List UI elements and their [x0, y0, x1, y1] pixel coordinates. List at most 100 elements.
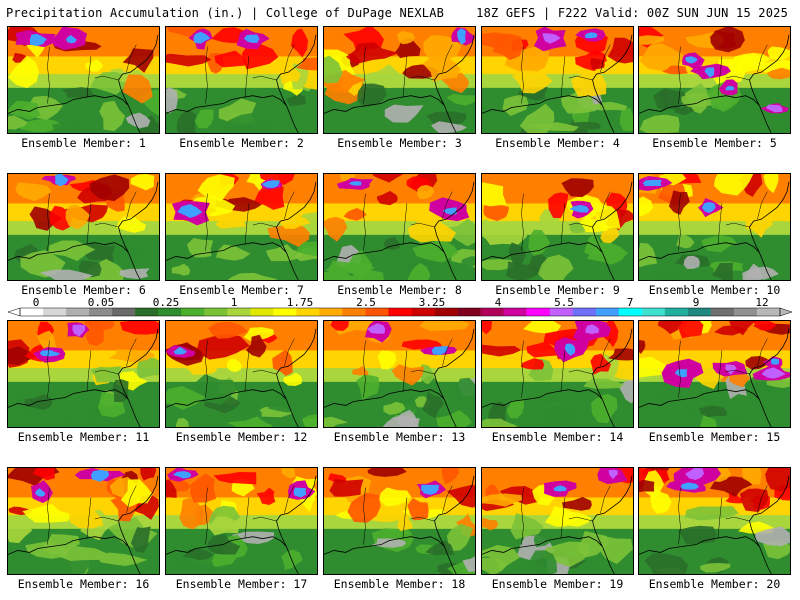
- colorbar-tick-label: 1: [230, 296, 238, 309]
- precip-map: [482, 321, 633, 427]
- coastline: [482, 475, 633, 574]
- state-borders: [205, 44, 295, 104]
- colorbar-swatch: [20, 308, 44, 316]
- coastline: [166, 475, 317, 574]
- colorbar-tick-label: 0.05: [87, 296, 115, 309]
- precip-map: [8, 174, 159, 280]
- colorbar-tick-label: 2.5: [356, 296, 376, 309]
- ensemble-member-label: Ensemble Member: 6: [21, 283, 146, 297]
- precip-map: [639, 468, 790, 574]
- colorbar-swatch: [572, 308, 597, 316]
- state-borders: [47, 44, 137, 104]
- ensemble-member-label: Ensemble Member: 17: [175, 577, 308, 591]
- colorbar-swatch: [112, 308, 136, 316]
- colorbar-tick-label: 0.25: [152, 296, 180, 309]
- ensemble-panel-17: [165, 467, 318, 575]
- colorbar-tick-label: 4: [494, 296, 502, 309]
- ensemble-panel-16: [7, 467, 160, 575]
- colorbar-tick-label: 12: [755, 296, 769, 309]
- colorbar-swatch: [503, 308, 527, 316]
- precip-map: [166, 321, 317, 427]
- ensemble-member-label: Ensemble Member: 5: [652, 136, 777, 150]
- precip-map: [166, 468, 317, 574]
- precip-map: [324, 468, 475, 574]
- state-borders: [521, 485, 611, 545]
- precip-map: [166, 27, 317, 133]
- ensemble-panel-3: [323, 26, 476, 134]
- colorbar-tick-label: 5.5: [554, 296, 574, 309]
- ensemble-member-label: Ensemble Member: 12: [175, 430, 308, 444]
- ensemble-member-label: Ensemble Member: 18: [333, 577, 466, 591]
- ensemble-member-label: Ensemble Member: 3: [337, 136, 462, 150]
- colorbar-swatch: [411, 308, 435, 316]
- ensemble-member-label: Ensemble Member: 9: [495, 283, 620, 297]
- colorbar-swatch: [687, 308, 712, 316]
- precip-map: [8, 27, 159, 133]
- colorbar-swatch: [595, 308, 620, 316]
- state-borders: [521, 338, 611, 398]
- ensemble-panel-14: [481, 320, 634, 428]
- state-borders: [678, 338, 768, 398]
- ensemble-panel-6: [7, 173, 160, 281]
- precip-map: [324, 321, 475, 427]
- coastline: [8, 34, 159, 133]
- state-borders: [678, 485, 768, 545]
- ensemble-panel-12: [165, 320, 318, 428]
- ensemble-member-label: Ensemble Member: 16: [17, 577, 150, 591]
- precip-map: [8, 321, 159, 427]
- colorbar-right-arrow: [779, 307, 792, 317]
- colorbar-swatch: [342, 308, 366, 316]
- colorbar-swatch: [250, 308, 274, 316]
- colorbar-swatch: [434, 308, 458, 316]
- colorbar-swatch: [43, 308, 67, 316]
- colorbar-swatch: [756, 308, 781, 316]
- coastline: [166, 328, 317, 427]
- ensemble-panel-4: [481, 26, 634, 134]
- precip-map: [639, 27, 790, 133]
- ensemble-member-label: Ensemble Member: 11: [17, 430, 150, 444]
- ensemble-panel-8: [323, 173, 476, 281]
- colorbar-swatch: [204, 308, 228, 316]
- state-borders: [205, 191, 295, 251]
- precip-map: [639, 321, 790, 427]
- colorbar-tick-label: 3.25: [418, 296, 446, 309]
- ensemble-panel-9: [481, 173, 634, 281]
- state-borders: [47, 338, 137, 398]
- colorbar-swatch: [733, 308, 758, 316]
- ensemble-panel-13: [323, 320, 476, 428]
- model-valid-time: 18Z GEFS | F222 Valid: 00Z SUN JUN 15 20…: [476, 6, 788, 20]
- colorbar-tick-label: 7: [626, 296, 634, 309]
- colorbar-swatch: [365, 308, 389, 316]
- state-borders: [205, 338, 295, 398]
- coastline: [324, 34, 475, 133]
- precip-colorbar: [8, 307, 792, 317]
- coastline: [639, 34, 790, 133]
- colorbar-swatch: [181, 308, 205, 316]
- coastline: [8, 181, 159, 280]
- colorbar-swatch: [273, 308, 297, 316]
- ensemble-member-label: Ensemble Member: 1: [21, 136, 146, 150]
- colorbar-tick-label: 1.75: [286, 296, 314, 309]
- coastline: [639, 475, 790, 574]
- colorbar-swatch: [89, 308, 113, 316]
- coastline: [166, 34, 317, 133]
- coastline: [639, 181, 790, 280]
- precip-map: [324, 27, 475, 133]
- state-borders: [678, 44, 768, 104]
- ensemble-member-label: Ensemble Member: 2: [179, 136, 304, 150]
- coastline: [166, 181, 317, 280]
- ensemble-panel-18: [323, 467, 476, 575]
- state-borders: [363, 44, 453, 104]
- colorbar-swatch: [319, 308, 343, 316]
- colorbar-swatch: [227, 308, 251, 316]
- colorbar-swatch: [549, 308, 574, 316]
- ensemble-panel-15: [638, 320, 791, 428]
- coastline: [482, 328, 633, 427]
- coastline: [8, 475, 159, 574]
- state-borders: [205, 485, 295, 545]
- colorbar-swatch: [135, 308, 159, 316]
- ensemble-panel-10: [638, 173, 791, 281]
- coastline: [324, 328, 475, 427]
- ensemble-member-label: Ensemble Member: 14: [491, 430, 624, 444]
- state-borders: [521, 191, 611, 251]
